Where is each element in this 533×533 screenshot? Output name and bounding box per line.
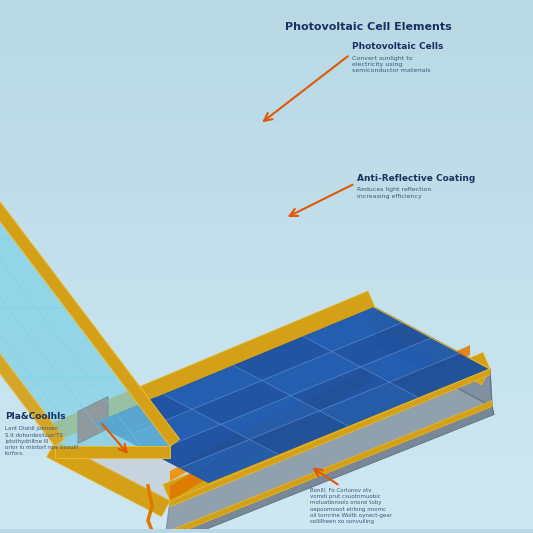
Bar — [0, 440, 533, 458]
Polygon shape — [190, 362, 380, 465]
Polygon shape — [0, 168, 170, 446]
Bar — [0, 88, 533, 106]
Bar — [0, 176, 533, 194]
Polygon shape — [163, 352, 490, 501]
Polygon shape — [0, 168, 170, 446]
Bar — [0, 370, 533, 387]
Polygon shape — [165, 401, 492, 533]
Polygon shape — [61, 377, 172, 431]
Text: Pla&Coolhls: Pla&Coolhls — [5, 411, 66, 421]
Polygon shape — [47, 441, 170, 516]
Polygon shape — [93, 308, 488, 483]
Polygon shape — [115, 397, 155, 434]
Polygon shape — [151, 424, 249, 468]
Polygon shape — [367, 308, 490, 385]
Polygon shape — [163, 407, 494, 533]
Polygon shape — [389, 353, 488, 398]
Polygon shape — [163, 365, 262, 409]
Polygon shape — [303, 308, 402, 352]
Text: Photovoltaic Cell Elements: Photovoltaic Cell Elements — [285, 22, 452, 32]
Polygon shape — [0, 161, 180, 446]
Bar — [0, 387, 533, 405]
Polygon shape — [48, 291, 375, 441]
Text: Anti-Reflective Coating: Anti-Reflective Coating — [357, 174, 475, 182]
Bar — [0, 494, 533, 511]
Bar — [0, 405, 533, 423]
Polygon shape — [180, 439, 278, 483]
Polygon shape — [319, 382, 418, 426]
Polygon shape — [233, 336, 332, 381]
Polygon shape — [375, 308, 492, 407]
Bar — [0, 159, 533, 176]
Polygon shape — [249, 411, 348, 455]
Bar — [0, 141, 533, 159]
Bar — [0, 106, 533, 123]
Polygon shape — [165, 369, 492, 533]
Bar — [0, 282, 533, 300]
Polygon shape — [332, 323, 431, 367]
Polygon shape — [55, 308, 490, 501]
Polygon shape — [55, 446, 170, 458]
Polygon shape — [192, 381, 290, 424]
Bar — [0, 0, 533, 18]
Text: Bonlll. Fo Corlunov otv
vomdi prut csuotnmuobic
moluatlonsols onoroi toby
oepoom: Bonlll. Fo Corlunov otv vomdi prut csuot… — [310, 488, 392, 524]
Bar — [0, 212, 533, 229]
Polygon shape — [492, 407, 494, 415]
Bar — [0, 247, 533, 264]
Bar — [0, 229, 533, 247]
Bar — [0, 511, 533, 529]
Bar — [0, 70, 533, 88]
Bar — [0, 53, 533, 70]
Polygon shape — [0, 161, 64, 446]
Polygon shape — [361, 338, 459, 382]
Polygon shape — [93, 308, 488, 483]
Polygon shape — [190, 345, 470, 483]
Text: Reduces light reflection
increasing efficiency: Reduces light reflection increasing effi… — [357, 188, 431, 199]
Polygon shape — [290, 367, 389, 411]
Bar — [0, 335, 533, 352]
Bar — [0, 317, 533, 335]
Bar — [0, 194, 533, 212]
Polygon shape — [262, 352, 361, 395]
Polygon shape — [170, 411, 280, 481]
Text: Lant Dlaldl joensen
S.lt dohordesiluun'TS
jotothydriltne lll
orior lo miotort no: Lant Dlaldl joensen S.lt dohordesiluun'T… — [5, 426, 78, 456]
Polygon shape — [122, 409, 221, 453]
Polygon shape — [93, 394, 192, 438]
Text: Photovoltaic Cells: Photovoltaic Cells — [352, 42, 443, 51]
Text: Convert sunlight to
electricity using
semiconductor materials: Convert sunlight to electricity using se… — [352, 55, 431, 73]
Polygon shape — [170, 369, 490, 507]
Polygon shape — [0, 168, 170, 446]
Polygon shape — [78, 397, 108, 443]
Bar — [0, 423, 533, 440]
Bar — [0, 352, 533, 370]
Polygon shape — [221, 395, 319, 439]
Bar — [0, 35, 533, 53]
Bar — [0, 18, 533, 35]
Bar — [0, 264, 533, 282]
Bar — [0, 300, 533, 317]
Bar — [0, 123, 533, 141]
Bar — [0, 476, 533, 494]
Bar — [0, 458, 533, 476]
Polygon shape — [170, 367, 370, 501]
